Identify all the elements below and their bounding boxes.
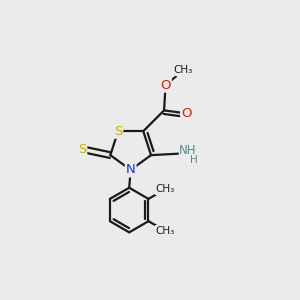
Text: O: O	[160, 79, 171, 92]
Text: N: N	[126, 164, 136, 176]
Text: O: O	[181, 107, 192, 120]
Text: NH: NH	[179, 144, 197, 157]
Text: H: H	[190, 154, 197, 165]
Text: O: O	[178, 64, 189, 77]
Text: CH₃: CH₃	[156, 184, 175, 194]
Text: CH₃: CH₃	[156, 226, 175, 236]
Text: S: S	[114, 125, 122, 138]
Text: CH₃: CH₃	[174, 65, 193, 75]
Text: S: S	[78, 143, 86, 156]
